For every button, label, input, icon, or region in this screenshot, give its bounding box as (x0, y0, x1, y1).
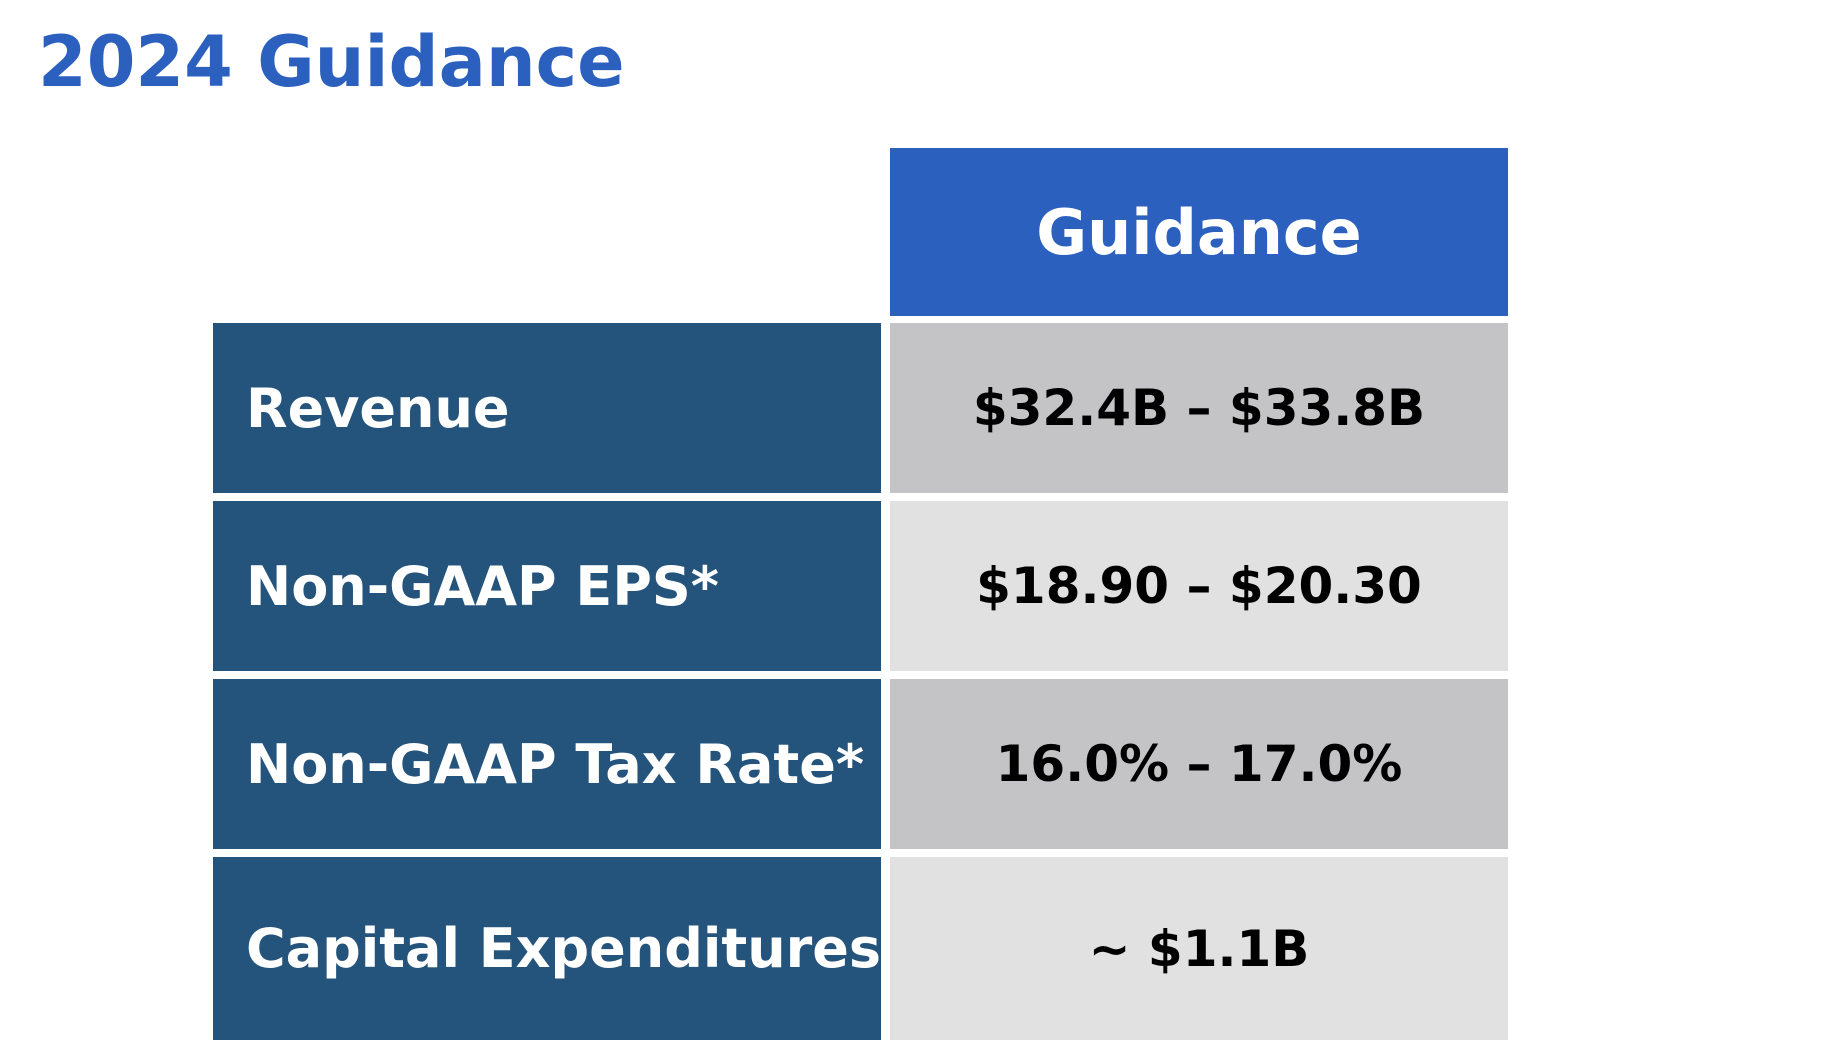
table-row-capex: Capital Expenditures ~ $1.1B (213, 857, 1508, 1040)
guidance-column-header: Guidance (890, 148, 1508, 316)
row-label-capex: Capital Expenditures (213, 857, 881, 1040)
row-value-tax-rate: 16.0% – 17.0% (890, 679, 1508, 849)
row-label-tax-rate: Non-GAAP Tax Rate* (213, 679, 881, 849)
row-value-eps: $18.90 – $20.30 (890, 501, 1508, 671)
page-title: 2024 Guidance (38, 21, 625, 103)
table-row-revenue: Revenue $32.4B – $33.8B (213, 323, 1508, 493)
table-row-tax-rate: Non-GAAP Tax Rate* 16.0% – 17.0% (213, 679, 1508, 849)
row-value-revenue: $32.4B – $33.8B (890, 323, 1508, 493)
row-label-revenue: Revenue (213, 323, 881, 493)
table-row-eps: Non-GAAP EPS* $18.90 – $20.30 (213, 501, 1508, 671)
row-label-eps: Non-GAAP EPS* (213, 501, 881, 671)
row-value-capex: ~ $1.1B (890, 857, 1508, 1040)
